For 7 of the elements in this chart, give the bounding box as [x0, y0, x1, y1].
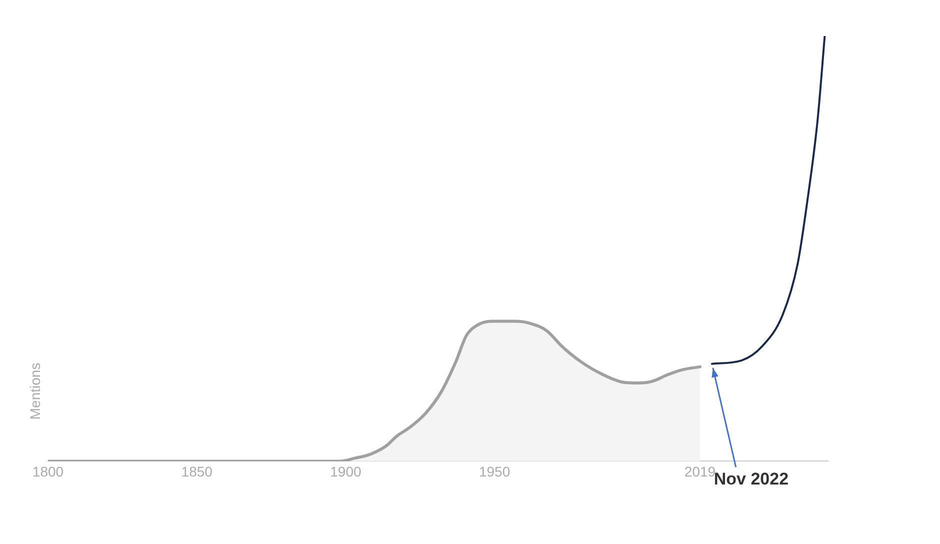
x-tick-label: 1900 [330, 463, 362, 480]
x-tick-label: 1950 [478, 463, 510, 480]
y-axis-title: Mentions [26, 362, 43, 420]
x-tick-label: 2019 [684, 463, 716, 480]
annotation: Nov 2022 [714, 469, 789, 488]
x-tick-label: 1850 [181, 463, 213, 480]
x-tick-label: 1800 [32, 463, 64, 480]
